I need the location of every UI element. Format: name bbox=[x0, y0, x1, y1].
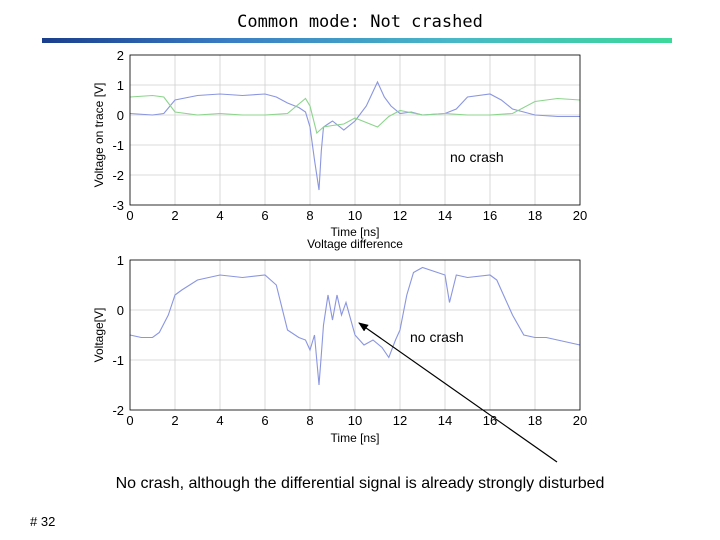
bottom-x-tick-label: 2 bbox=[171, 413, 178, 428]
bottom-ylabel: Voltage[V] bbox=[92, 308, 106, 363]
page-number: # 32 bbox=[30, 514, 56, 529]
bottom-chart-title: Voltage difference bbox=[307, 237, 403, 251]
top-x-tick-label: 12 bbox=[393, 208, 407, 223]
bottom-x-tick-label: 14 bbox=[438, 413, 452, 428]
top-x-tick-label: 14 bbox=[438, 208, 452, 223]
bottom-x-tick-label: 20 bbox=[573, 413, 587, 428]
top-x-tick-label: 8 bbox=[306, 208, 313, 223]
top-ylabel: Voltage on trace [V] bbox=[92, 83, 106, 188]
bottom-x-tick-label: 8 bbox=[306, 413, 313, 428]
top-x-tick-label: 10 bbox=[348, 208, 362, 223]
bottom-x-tick-label: 12 bbox=[393, 413, 407, 428]
top-x-tick-label: 18 bbox=[528, 208, 542, 223]
top-y-tick-label: 0 bbox=[117, 108, 124, 123]
top-y-tick-label: 2 bbox=[117, 48, 124, 63]
bottom-annotation: no crash bbox=[410, 329, 464, 345]
title-gradient-rule bbox=[42, 38, 672, 43]
bottom-y-tick-label: -1 bbox=[112, 353, 124, 368]
top-y-tick-label: -3 bbox=[112, 198, 124, 213]
top-plot-frame bbox=[129, 54, 581, 206]
top-series-0-line bbox=[129, 80, 580, 191]
bottom-series-0-line bbox=[129, 266, 581, 386]
top-y-tick-label: -2 bbox=[112, 168, 124, 183]
bottom-plot-frame bbox=[129, 259, 581, 411]
annotation-arrow bbox=[358, 322, 558, 463]
bottom-x-tick-label: 0 bbox=[126, 413, 133, 428]
top-x-tick-label: 2 bbox=[171, 208, 178, 223]
top-xlabel: Time [ns] bbox=[331, 225, 380, 239]
top-x-tick-label: 0 bbox=[126, 208, 133, 223]
top-y-tick-label: -1 bbox=[112, 138, 124, 153]
top-x-tick-label: 16 bbox=[483, 208, 497, 223]
top-annotation: no crash bbox=[450, 149, 504, 165]
top-x-tick-label: 4 bbox=[216, 208, 223, 223]
top-series-1-line bbox=[129, 94, 581, 135]
bottom-xlabel: Time [ns] bbox=[331, 431, 380, 445]
top-x-tick-label: 6 bbox=[261, 208, 268, 223]
top-x-tick-label: 20 bbox=[573, 208, 587, 223]
bottom-y-tick-label: 0 bbox=[117, 303, 124, 318]
top-y-tick-label: 1 bbox=[117, 78, 124, 93]
bottom-x-tick-label: 18 bbox=[528, 413, 542, 428]
bottom-x-tick-label: 6 bbox=[261, 413, 268, 428]
slide-title: Common mode: Not crashed bbox=[237, 12, 483, 32]
bottom-y-tick-label: -2 bbox=[112, 403, 124, 418]
bottom-x-tick-label: 16 bbox=[483, 413, 497, 428]
bottom-y-tick-label: 1 bbox=[117, 253, 124, 268]
bottom-x-tick-label: 10 bbox=[348, 413, 362, 428]
slide-caption: No crash, although the differential sign… bbox=[115, 475, 605, 492]
bottom-x-tick-label: 4 bbox=[216, 413, 223, 428]
